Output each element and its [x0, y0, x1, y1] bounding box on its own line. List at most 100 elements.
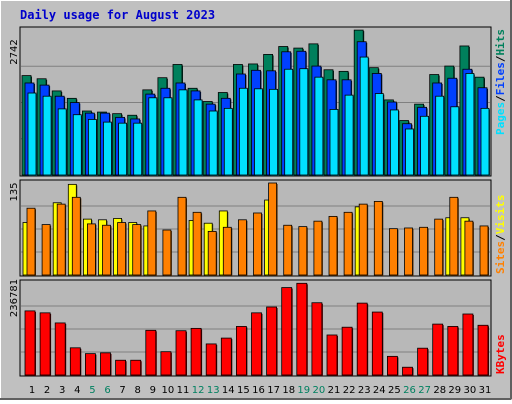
bar-sites-day-3 [56, 203, 67, 276]
bar-kbytes-day-25-face [386, 355, 398, 376]
x-tick-day-3: 3 [59, 385, 65, 396]
bar-pages-day-23-face [359, 56, 369, 176]
bar-sites-day-4 [71, 196, 82, 276]
bar-sites-day-30 [464, 220, 474, 276]
bar-pages-day-4 [72, 114, 83, 176]
bar-pages-day-19-face [299, 68, 309, 176]
bar-kbytes-day-26 [402, 366, 414, 376]
x-tick-day-2: 2 [44, 385, 50, 396]
bar-sites-day-26 [404, 227, 414, 276]
bar-sites-day-25 [388, 228, 399, 276]
legend-sep-1: / [494, 95, 507, 102]
bar-pages-day-21 [329, 109, 339, 176]
bar-kbytes-day-2 [39, 312, 52, 376]
x-tick-day-11: 11 [177, 385, 190, 396]
bar-sites-day-15 [237, 219, 248, 276]
bar-kbytes-day-4 [69, 347, 82, 376]
bar-sites-day-9-face [147, 210, 157, 276]
bar-pages-day-25-face [389, 109, 399, 176]
bar-kbytes-day-27-face [417, 347, 429, 376]
bar-pages-day-26-face [405, 128, 414, 176]
x-tick-day-10: 10 [162, 385, 175, 396]
bar-pages-day-8 [133, 122, 143, 176]
bar-kbytes-day-5-face [85, 353, 96, 376]
bar-kbytes-day-22-face [341, 326, 353, 376]
bar-kbytes-day-14-face [220, 337, 232, 376]
legend-kbytes: KBytes [494, 334, 507, 374]
bar-sites-day-29 [449, 196, 459, 276]
x-tick-day-26: 26 [403, 385, 416, 396]
bar-sites-day-7-face [117, 222, 126, 276]
bar-kbytes-day-1 [24, 310, 36, 376]
bar-pages-day-3-face [57, 108, 67, 176]
bar-sites-day-5 [87, 223, 97, 276]
bar-sites-day-7 [117, 222, 127, 276]
legend-sites-visits: Sites/Visits [494, 195, 507, 275]
bar-sites-day-11-face [177, 196, 187, 276]
bar-pages-day-29-face [450, 106, 460, 176]
bar-pages-day-28-face [435, 95, 445, 176]
bar-pages-day-10 [163, 97, 173, 176]
bar-pages-day-16 [254, 88, 264, 176]
bar-kbytes-day-19-face [296, 282, 308, 376]
bar-pages-day-5 [88, 119, 98, 176]
legend-sites: Sites [494, 241, 507, 274]
bar-kbytes-day-24-face [371, 311, 383, 376]
bar-sites-day-5-face [87, 223, 96, 276]
bar-sites-day-18 [283, 224, 293, 276]
bar-sites-day-22 [343, 211, 354, 276]
bar-pages-day-28 [435, 95, 445, 176]
legend-files: Files [494, 62, 507, 95]
x-tick-day-20: 20 [313, 385, 326, 396]
bar-pages-day-15 [238, 87, 249, 176]
x-tick-day-9: 9 [150, 385, 156, 396]
bar-sites-day-2-face [41, 224, 51, 276]
bar-sites-day-22-face [343, 211, 353, 276]
bar-pages-day-20 [314, 76, 324, 176]
bar-kbytes-day-4-face [69, 347, 81, 376]
x-tick-day-19: 19 [297, 385, 310, 396]
bar-pages-day-15-face [238, 87, 248, 176]
bar-pages-day-7-face [118, 122, 127, 176]
bar-kbytes-day-10 [160, 351, 172, 376]
bar-kbytes-day-10-face [160, 351, 172, 376]
bar-sites-day-8-face [132, 224, 142, 276]
bar-pages-day-21-face [329, 109, 339, 176]
bar-sites-day-19 [298, 226, 308, 276]
x-tick-day-30: 30 [464, 385, 477, 396]
bar-pages-day-6 [103, 121, 113, 176]
bar-pages-day-11-face [178, 89, 188, 176]
legend-hits-files-pages: Pages/Files/Hits [494, 29, 507, 135]
bar-pages-day-31 [480, 107, 490, 176]
bar-sites-day-31 [479, 225, 489, 276]
bar-sites-day-17-face [268, 182, 278, 276]
bar-kbytes-day-6-face [100, 352, 111, 376]
bar-sites-day-16 [253, 212, 263, 276]
x-tick-day-25: 25 [388, 385, 401, 396]
bar-sites-day-1-face [26, 207, 36, 276]
bar-sites-day-12 [192, 211, 203, 276]
legend-pages: Pages [494, 102, 507, 135]
bar-pages-day-7 [118, 122, 128, 176]
bar-sites-day-8 [132, 224, 142, 276]
bar-kbytes-day-7 [115, 359, 127, 376]
bar-sites-day-26-face [404, 227, 413, 276]
bar-kbytes-day-26-face [402, 366, 413, 376]
bar-pages-day-1-face [27, 92, 37, 176]
bar-sites-day-14-face [222, 226, 232, 276]
bar-sites-day-31-face [479, 225, 489, 276]
bar-pages-day-26 [405, 128, 415, 176]
bar-pages-day-29 [450, 106, 460, 176]
bar-sites-day-15-face [237, 219, 247, 276]
bar-pages-day-17 [269, 88, 279, 176]
bar-sites-day-12-face [192, 211, 202, 276]
visits-ymax-label: 135 [9, 182, 20, 201]
bar-sites-day-13-face [207, 230, 217, 276]
bar-kbytes-day-13 [205, 343, 218, 376]
bar-pages-day-12-face [193, 99, 203, 176]
bar-pages-day-8-face [133, 122, 143, 176]
kbytes-ymax-label: 236781 [9, 279, 20, 317]
bar-sites-day-3-face [56, 203, 66, 276]
bar-sites-day-6-face [102, 224, 111, 276]
x-tick-day-14: 14 [222, 385, 235, 396]
